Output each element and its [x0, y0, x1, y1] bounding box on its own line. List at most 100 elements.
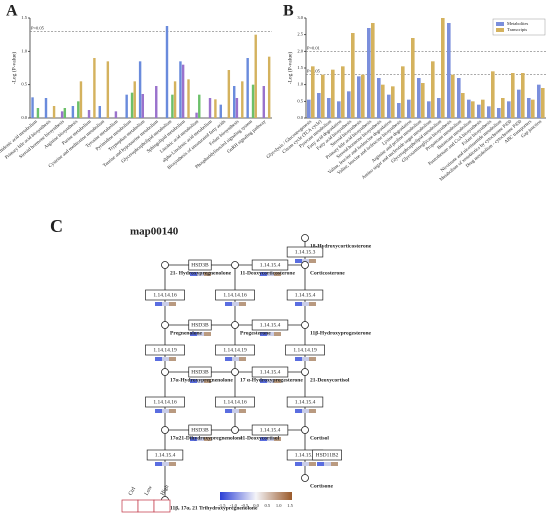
heat-cell — [295, 357, 302, 361]
enzyme-box — [251, 319, 289, 331]
heat-cell — [239, 357, 246, 361]
bar — [537, 84, 541, 118]
enzyme-label: 1.14.15.4 — [260, 369, 281, 375]
enzyme-label: 1.14.15.4 — [155, 452, 176, 458]
compound-node — [231, 426, 239, 434]
heat-cell — [302, 302, 309, 306]
bar — [397, 103, 401, 118]
bar — [195, 112, 198, 118]
bar — [541, 88, 545, 118]
bar — [427, 101, 431, 118]
enzyme-label: HSD3B — [191, 427, 209, 433]
heat-cell — [197, 332, 204, 336]
heat-cell — [302, 259, 309, 263]
y-tick-label: 2.0 — [297, 48, 303, 53]
bar — [491, 71, 495, 118]
bar — [467, 99, 471, 118]
compound-label: Progesterone — [240, 330, 271, 336]
bar — [451, 74, 455, 118]
bar — [317, 93, 321, 118]
bar — [471, 101, 475, 118]
compound-label: 17α-Hydroxypregnenolone — [170, 377, 233, 383]
bar — [331, 69, 335, 118]
bar — [477, 104, 481, 118]
enzyme-label: HSD3B — [191, 322, 209, 328]
heat-cell — [295, 302, 302, 306]
bar — [93, 58, 96, 118]
heat-cell — [190, 437, 197, 441]
heat-cell — [162, 462, 169, 466]
enzyme-label: 1.14.15.4 — [260, 322, 281, 328]
enzyme-label: HSD3B — [191, 369, 209, 375]
enzyme-box — [188, 319, 212, 331]
enzyme-label: HSD11B2 — [316, 452, 339, 458]
enzyme-box — [188, 424, 212, 436]
heat-cell — [232, 302, 239, 306]
enzyme-label: HSD3B — [191, 262, 209, 268]
bar — [133, 81, 136, 118]
bar — [511, 73, 515, 118]
enzyme-label: 1.14.14.16 — [223, 292, 247, 298]
heat-cell — [267, 379, 274, 383]
heat-cell — [302, 357, 309, 361]
bar — [447, 23, 451, 118]
heat-cell — [295, 259, 302, 263]
legend-label: Metabolites — [507, 21, 528, 26]
bar — [391, 86, 395, 118]
bar — [461, 93, 465, 118]
group-label: High — [160, 484, 171, 497]
heat-cell — [309, 462, 316, 466]
scale-label: -1.5 — [218, 503, 226, 508]
bar — [87, 110, 91, 118]
heat-cell — [309, 409, 316, 413]
bar — [241, 81, 244, 118]
heat-cell — [204, 332, 211, 336]
enzyme-label: 1.14.15.4 — [295, 452, 316, 458]
y-tick-label: 3.0 — [297, 15, 303, 20]
bar — [173, 81, 177, 118]
bar — [125, 94, 128, 118]
heat-cell — [225, 357, 232, 361]
bar — [198, 94, 201, 118]
bar — [347, 91, 351, 118]
bar — [208, 98, 212, 118]
color-scale — [220, 492, 292, 500]
pathway-title: map00140 — [130, 226, 179, 238]
heat-cell — [260, 437, 267, 441]
compound-label: 17 α-Hydroxyprogesterone — [240, 377, 303, 383]
enzyme-box — [251, 424, 289, 436]
compound-label: Corticosterone — [310, 270, 345, 276]
compound-node — [301, 426, 309, 434]
heat-cell — [260, 332, 267, 336]
bar — [262, 86, 266, 118]
compound-label: 17α21-Dihydroxypregnenolone — [170, 435, 243, 441]
heat-cell — [197, 272, 204, 276]
compound-label: Pregnenolone — [170, 330, 203, 336]
bar — [165, 26, 169, 118]
y-tick-label: 1.5 — [297, 65, 303, 70]
bar — [79, 81, 83, 118]
enzyme-label: 1.14.15.4 — [295, 292, 316, 298]
enzyme-box — [145, 396, 185, 408]
bar — [254, 34, 257, 118]
heat-cell — [302, 462, 309, 466]
heat-cell — [324, 462, 331, 466]
bar — [106, 61, 110, 118]
enzyme-box — [145, 344, 185, 356]
scale-label: -0.5 — [241, 503, 249, 508]
bar — [357, 76, 361, 118]
bar — [531, 99, 535, 118]
scale-label: 0.0 — [253, 503, 259, 508]
bar — [337, 101, 341, 118]
heat-cell — [169, 357, 176, 361]
x-tick-label: Arachidonic acid metabolism — [0, 119, 39, 159]
bar — [437, 98, 441, 118]
bar — [233, 86, 236, 118]
y-axis-label: -Log (P-value) — [286, 52, 293, 85]
scale-label: 0.5 — [265, 503, 271, 508]
y-tick-label: 0.0 — [21, 115, 27, 120]
compound-node — [161, 321, 169, 329]
heat-cell — [155, 302, 162, 306]
legend-cell — [153, 499, 171, 513]
bar — [431, 61, 435, 118]
